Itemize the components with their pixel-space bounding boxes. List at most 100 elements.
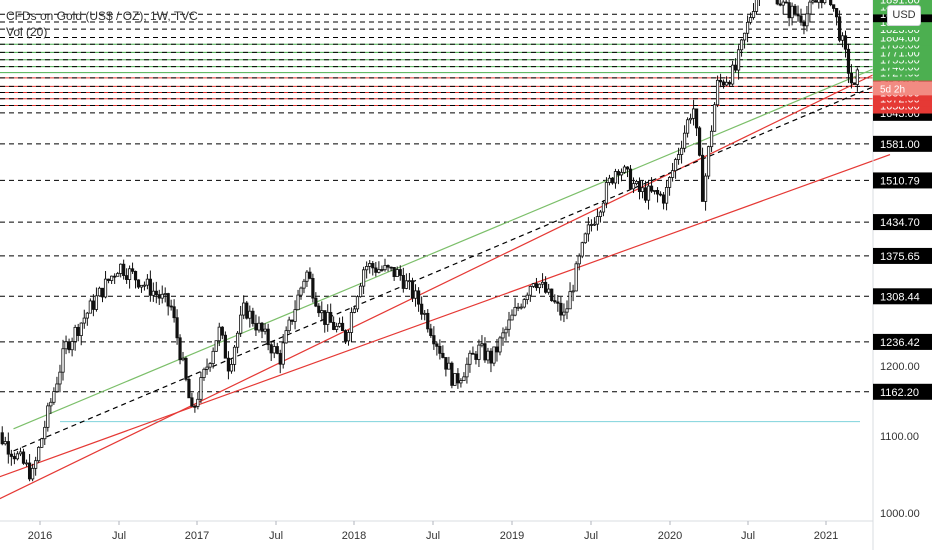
candle-body-down: [625, 166, 630, 170]
candle-body-up: [320, 310, 324, 314]
candle: [362, 266, 366, 295]
black-level-price-label: 1375.65: [880, 251, 920, 263]
candle: [94, 287, 99, 312]
candle-body-down: [0, 432, 4, 445]
symbol-title[interactable]: CFDs on Gold (US$ / OZ), 1W, TVC: [6, 9, 198, 23]
candle: [416, 287, 421, 312]
candle: [634, 179, 639, 186]
candle-body-down: [718, 79, 723, 83]
candle: [257, 316, 261, 333]
candle: [368, 259, 372, 274]
candle-body-up: [217, 326, 221, 342]
candle: [480, 335, 484, 348]
candle-body-up: [562, 311, 566, 316]
black-level-price-label: 1581.00: [880, 139, 920, 151]
candle: [110, 275, 114, 285]
candle-body-up: [211, 350, 215, 364]
candle-body-up: [263, 328, 267, 332]
candle-body-down: [154, 290, 158, 296]
candle-body-up: [682, 132, 687, 149]
candle-body-up: [272, 346, 276, 354]
price-label: 1100.00: [880, 431, 919, 443]
candle: [245, 300, 249, 320]
candle-body-down: [553, 300, 557, 303]
candle-body-up: [127, 268, 132, 280]
candle: [88, 298, 92, 314]
candle: [371, 261, 375, 276]
candle-body-up: [88, 300, 92, 314]
candle: [157, 289, 161, 305]
candle-body-down: [733, 64, 738, 71]
candle-body-up: [335, 325, 339, 330]
candle: [308, 267, 312, 280]
currency-button[interactable]: USD: [887, 5, 921, 26]
candle-body-down: [329, 311, 333, 323]
candle-body-up: [739, 39, 744, 51]
candle: [27, 454, 32, 482]
candle: [516, 302, 520, 312]
candle-body-up: [368, 263, 372, 267]
candle: [383, 258, 387, 272]
candle-body-up: [604, 182, 609, 204]
candle-body-up: [745, 21, 750, 34]
candle-body-down: [444, 357, 448, 370]
candle-body-up: [229, 363, 234, 372]
volume-indicator-label[interactable]: Vol (20): [6, 25, 48, 39]
candle: [284, 326, 288, 344]
candle-body-up: [299, 287, 303, 296]
candle: [235, 331, 240, 354]
candle: [604, 177, 609, 209]
candle: [260, 321, 264, 339]
candle-body-down: [471, 352, 475, 355]
candle: [24, 459, 29, 467]
candle-body-down: [266, 328, 270, 346]
black-level-price-label-bg: [873, 172, 932, 189]
candle-body-down: [721, 81, 726, 86]
candle-body-down: [495, 346, 499, 353]
candle: [840, 32, 845, 48]
candle: [658, 191, 663, 197]
candle: [181, 351, 185, 362]
candle: [799, 8, 803, 26]
candle-body-down: [694, 108, 699, 129]
candle: [374, 261, 378, 277]
candle: [263, 323, 267, 335]
candle-body-up: [571, 290, 575, 293]
candle: [598, 210, 603, 223]
candle: [136, 279, 141, 289]
candle-body-up: [568, 291, 572, 310]
candle-body-down: [27, 462, 32, 480]
candle: [811, 0, 815, 5]
candle-body-up: [589, 224, 594, 226]
candle: [365, 261, 369, 279]
candle: [305, 270, 309, 287]
candle-body-up: [181, 357, 185, 361]
candle-body-down: [133, 270, 138, 281]
candle-body-down: [106, 278, 111, 281]
candle: [664, 179, 669, 211]
candle-body-up: [110, 275, 114, 281]
candle-body-up: [492, 346, 496, 364]
candle: [616, 169, 621, 185]
trendline-red: [0, 66, 891, 500]
candle-body-down: [778, 3, 782, 6]
candle-body-up: [547, 288, 551, 293]
candle: [187, 376, 191, 399]
candle-body-down: [374, 267, 378, 273]
candle: [787, 0, 791, 27]
candle-body-up: [58, 371, 62, 385]
candle-body-down: [697, 127, 702, 156]
candle-body-down: [616, 171, 621, 176]
candle-body-up: [601, 202, 606, 213]
candle: [299, 286, 303, 300]
time-tick-label: 2017: [185, 530, 209, 542]
candle-body-up: [377, 269, 381, 273]
candle: [340, 316, 345, 331]
candle: [754, 0, 759, 15]
candle: [239, 305, 243, 337]
time-axis[interactable]: 2016 Jul 2017 Jul 2018 Jul 2019 Jul 2020 Jul 2021: [28, 521, 838, 542]
candle-body-down: [429, 328, 433, 336]
candle-body-up: [383, 265, 387, 271]
